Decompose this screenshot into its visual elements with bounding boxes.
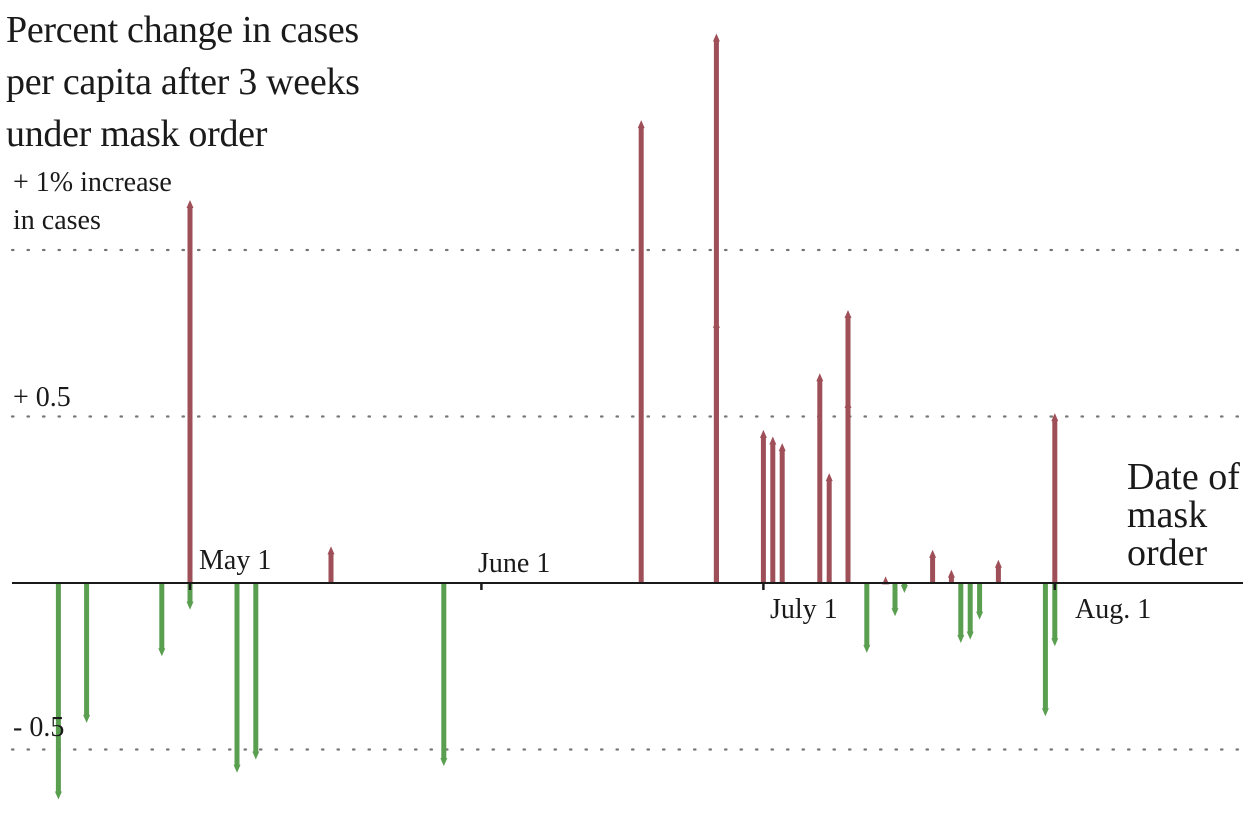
increase-arrowhead (712, 319, 720, 328)
x-tick-label-aug: Aug. 1 (1075, 594, 1152, 625)
increase-arrowhead (844, 309, 852, 318)
decrease-arrowhead (252, 751, 260, 760)
chart-title-line: under mask order (6, 113, 268, 155)
x-tick-label-june: June 1 (478, 548, 551, 579)
increase-arrowhead (825, 473, 833, 482)
increase-arrowhead (816, 373, 824, 382)
x-tick-label-july: July 1 (770, 594, 838, 625)
chart-title-line: per capita after 3 weeks (6, 61, 360, 103)
x-axis-title-line: mask (1127, 494, 1208, 536)
decrease-arrowhead (1051, 638, 1059, 647)
increase-arrowhead (994, 559, 1002, 568)
decrease-arrowhead (54, 791, 62, 800)
increase-arrowhead (327, 546, 335, 555)
decrease-arrowhead (900, 584, 908, 593)
y-tick-label-0-5: + 0.5 (13, 379, 71, 417)
increase-arrowhead (778, 443, 786, 452)
decrease-arrowhead (966, 631, 974, 640)
y-tick-label-line: + 0.5 (13, 382, 71, 413)
y-tick-label-line: in cases (13, 205, 101, 236)
decrease-arrowhead (891, 608, 899, 617)
increase-arrowhead (186, 200, 194, 209)
decrease-arrowhead (158, 648, 166, 657)
y-tick-label-line: + 1% increase (13, 167, 172, 198)
x-axis-title-line: Date of (1127, 456, 1240, 498)
y-tick-label-line: - 0.5 (13, 712, 65, 743)
y-tick-label-neg-0-5: - 0.5 (13, 709, 64, 747)
increase-arrowhead (637, 120, 645, 129)
decrease-arrowhead (1041, 708, 1049, 717)
x-tick-label-may: May 1 (199, 545, 272, 576)
increase-arrowhead (769, 436, 777, 445)
decrease-arrowhead (440, 758, 448, 767)
increase-arrowhead (1051, 413, 1059, 422)
increase-arrowhead (712, 33, 720, 42)
decrease-arrowhead (83, 714, 91, 723)
increase-arrowhead (947, 569, 955, 578)
increase-arrowhead (759, 429, 767, 438)
increase-arrowhead (844, 399, 852, 408)
chart-title: Percent change in cases per capita after… (6, 4, 426, 160)
decrease-arrowhead (863, 644, 871, 653)
decrease-arrowhead (957, 634, 965, 643)
increase-arrowhead (929, 549, 937, 558)
decrease-arrowhead (233, 764, 241, 773)
decrease-arrowhead (976, 611, 984, 620)
y-tick-label-1: + 1% increase in cases (13, 164, 172, 240)
chart-title-line: Percent change in cases (6, 9, 359, 51)
decrease-arrowhead (186, 601, 194, 610)
x-axis-title: Date of mask order (1127, 458, 1240, 572)
x-axis-title-line: order (1127, 532, 1208, 574)
